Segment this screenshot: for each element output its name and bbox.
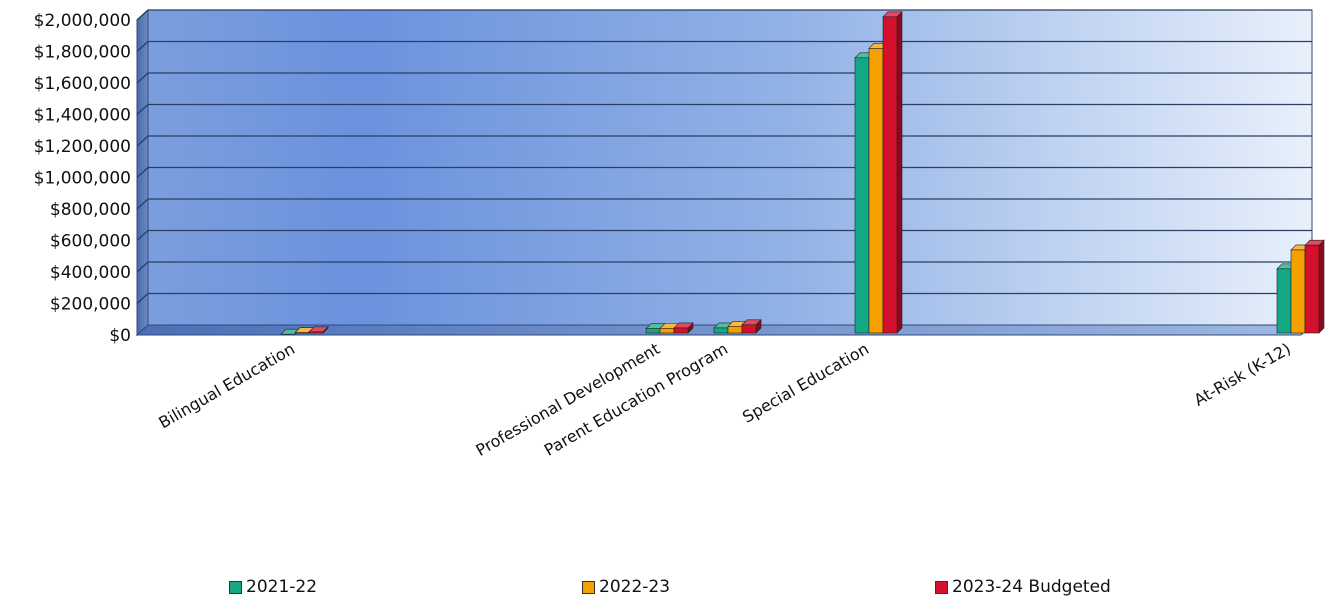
- y-tick-label: $400,000: [50, 263, 131, 283]
- gridline-depth: [136, 135, 149, 147]
- legend-label: 2022-23: [599, 577, 671, 597]
- bar: [673, 322, 694, 334]
- y-tick-label: $1,600,000: [34, 74, 131, 94]
- gridline-depth: [136, 293, 149, 304]
- bar: [1304, 239, 1325, 334]
- legend: 2021-22 2022-23 2023-24 Budgeted: [0, 577, 1343, 601]
- legend-item: 2022-23: [582, 577, 670, 597]
- gridline-depth: [136, 167, 149, 178]
- y-tick-label: $2,000,000: [34, 11, 131, 31]
- legend-label: 2021-22: [246, 577, 318, 597]
- gridline-depth: [136, 9, 149, 21]
- y-tick-label: $800,000: [50, 200, 131, 220]
- legend-item: 2021-22: [229, 577, 317, 597]
- gridline-depth: [136, 72, 149, 84]
- bar: [882, 11, 903, 334]
- bar-chart: $0 $200,000 $400,000 $600,000 $800,000 $1,000…: [34, 8, 1325, 460]
- y-tick-label: $600,000: [50, 232, 131, 252]
- y-tick-label: $200,000: [50, 295, 131, 315]
- y-tick-label: $1,800,000: [34, 43, 131, 63]
- y-tick-label: $1,200,000: [34, 137, 131, 157]
- legend-swatch: [229, 580, 242, 594]
- y-tick-label: $1,400,000: [34, 106, 131, 126]
- gridline-depth: [136, 261, 149, 273]
- gridline-depth: [136, 41, 149, 52]
- legend-swatch: [935, 580, 948, 594]
- x-tick-label: Special Education: [739, 339, 872, 427]
- x-tick-label: Bilingual Education: [155, 339, 298, 432]
- gridline-depth: [136, 198, 149, 210]
- x-tick-label: At-Risk (K-12): [1191, 339, 1294, 410]
- legend-swatch: [582, 580, 595, 594]
- gridline-depth: [136, 230, 149, 241]
- y-tick-label: $1,000,000: [34, 169, 131, 189]
- y-tick-label: $0: [109, 326, 131, 346]
- gridline-depth: [136, 104, 149, 115]
- legend-label: 2023-24 Budgeted: [952, 577, 1111, 597]
- bar: [308, 326, 329, 334]
- bar: [741, 319, 762, 334]
- legend-item: 2023-24 Budgeted: [935, 577, 1111, 597]
